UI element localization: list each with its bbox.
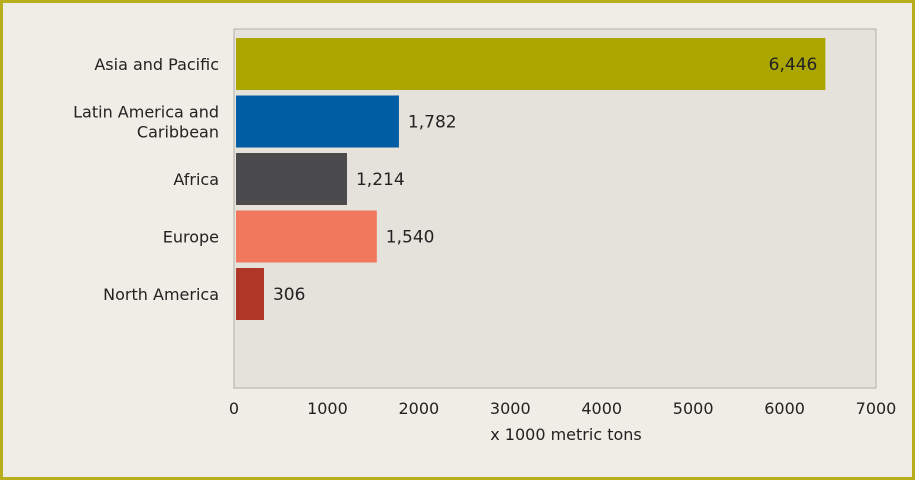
x-tick-3000: 3000: [490, 399, 531, 418]
value-label-3: 1,540: [386, 228, 435, 248]
bars-layer: 6,446 1,782 1,214 1,540 306: [236, 38, 826, 320]
bar-0: [236, 38, 826, 90]
bar-1: [236, 95, 399, 148]
category-label-1: Latin America and Caribbean: [73, 103, 219, 142]
x-tick-7000: 7000: [856, 399, 897, 418]
value-label-2: 1,214: [356, 170, 405, 190]
bar-3: [236, 210, 377, 263]
x-ticks: 0 1000 2000 3000 4000 5000 6000 7000: [229, 399, 896, 418]
x-axis-label: x 1000 metric tons: [490, 425, 642, 444]
category-labels: Asia and Pacific Latin America and Caribbe…: [73, 55, 219, 304]
bar-2: [236, 153, 347, 205]
x-tick-0: 0: [229, 399, 239, 418]
value-label-1: 1,782: [408, 113, 457, 133]
category-label-2: Africa: [173, 170, 219, 189]
x-tick-2000: 2000: [398, 399, 439, 418]
category-label-0: Asia and Pacific: [94, 55, 219, 74]
category-label-3: Europe: [163, 228, 219, 247]
x-tick-1000: 1000: [307, 399, 348, 418]
value-label-4: 306: [273, 285, 305, 305]
bar-4: [236, 268, 264, 320]
x-tick-6000: 6000: [764, 399, 805, 418]
category-label-4: North America: [103, 285, 219, 304]
value-label-0: 6,446: [769, 55, 818, 75]
x-tick-4000: 4000: [581, 399, 622, 418]
x-tick-5000: 5000: [673, 399, 714, 418]
